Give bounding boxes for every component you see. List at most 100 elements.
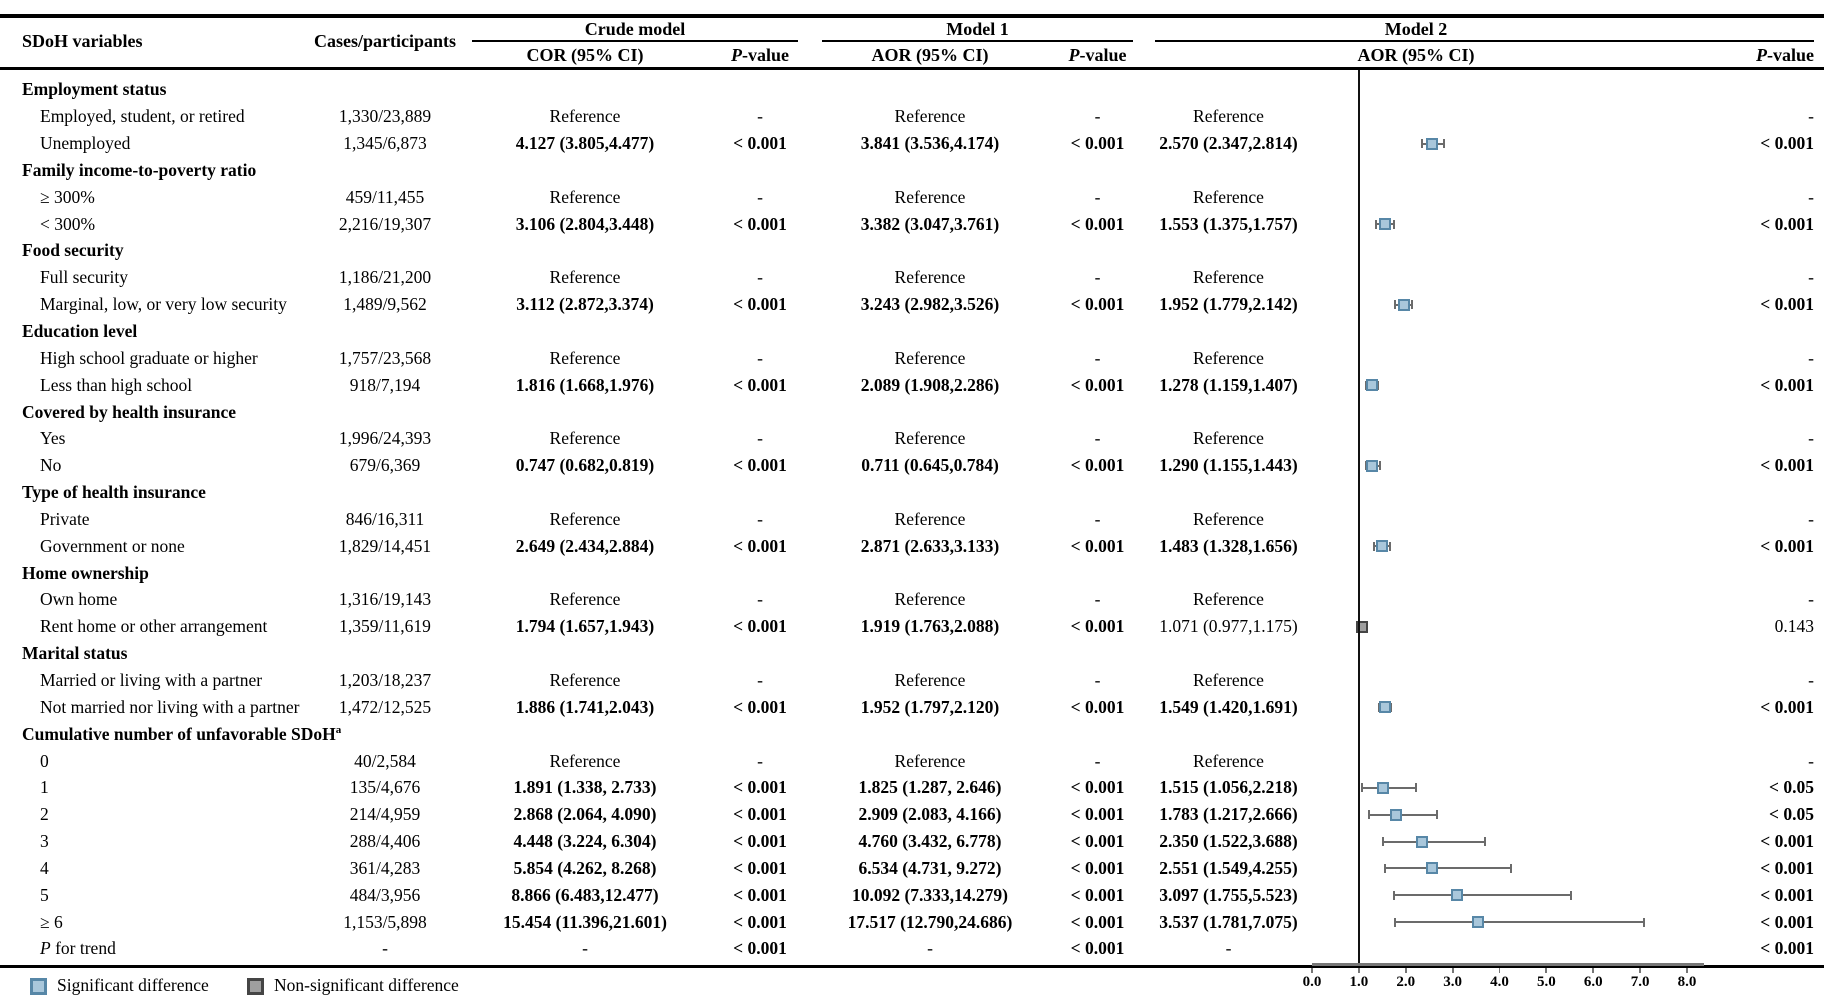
cell-aor-m1: Reference (894, 508, 966, 529)
row-label: Home ownership (22, 562, 149, 583)
ci-cap (1373, 541, 1376, 551)
cell-cases: 1,829/14,451 (338, 535, 432, 556)
cell-cases: 1,996/24,393 (338, 428, 432, 449)
cell-cor: Reference (549, 267, 621, 288)
cell-aor-m2: Reference (1193, 508, 1264, 529)
cell-cor: 4.448 (3.224, 6.304) (513, 831, 657, 852)
cell-p-m1: < 0.001 (1070, 831, 1125, 852)
forest-marker-significant (1425, 862, 1438, 875)
cell-cor: 3.106 (2.804,3.448) (515, 213, 655, 234)
cell-aor-m2: 2.570 (2.347,2.814) (1159, 133, 1298, 154)
table-row: High school graduate or higher 1,757/23,5… (0, 345, 1824, 372)
cell-p-m2: - (1808, 669, 1814, 690)
ci-whisker (1369, 813, 1437, 816)
cell-p-m1: < 0.001 (1070, 857, 1125, 878)
cell-cases: 1,345/6,873 (343, 133, 427, 154)
cell-p-crude: - (757, 589, 763, 610)
forest-plot-cell (1312, 936, 1687, 963)
cell-cor: Reference (549, 669, 621, 690)
row-label: Employed, student, or retired (40, 106, 245, 127)
cell-p-crude: < 0.001 (733, 884, 787, 905)
cell-aor-m1: 2.871 (2.633,3.133) (860, 535, 1000, 556)
row-label: Marginal, low, or very low security (40, 294, 287, 315)
cell-cases: 1,489/9,562 (343, 294, 427, 315)
ci-cap (1435, 810, 1438, 820)
cell-p-crude: < 0.001 (733, 938, 787, 959)
ci-cap (1642, 917, 1645, 927)
x-axis-tick (1686, 967, 1688, 973)
subheader-aor-model2: AOR (95% CI) (1357, 45, 1475, 65)
cell-cases: 288/4,406 (349, 831, 421, 852)
cell-p-m1: < 0.001 (1070, 455, 1125, 476)
cell-aor-m2: Reference (1193, 267, 1264, 288)
forest-plot-cell (1312, 157, 1687, 184)
cell-p-m2: 0.143 (1774, 616, 1814, 637)
cell-aor-m1: Reference (894, 589, 966, 610)
cell-p-crude: - (757, 750, 763, 771)
cell-aor-m2: Reference (1193, 186, 1264, 207)
cell-p-m2: - (1808, 186, 1814, 207)
row-label: Education level (22, 321, 138, 342)
ci-cap (1378, 461, 1381, 471)
cell-p-m1: < 0.001 (1070, 294, 1125, 315)
cell-cor: Reference (549, 186, 621, 207)
x-axis-tick (1545, 967, 1548, 973)
cell-p-crude: < 0.001 (733, 294, 787, 315)
table-row: < 300% 2,216/19,307 3.106 (2.804,3.448) < 0… (0, 211, 1824, 238)
cell-aor-m1: 4.760 (3.432, 6.778) (858, 831, 1002, 852)
forest-marker-significant (1416, 835, 1429, 848)
ci-cap (1376, 380, 1379, 390)
table-row: 5 484/3,956 8.866 (6.483,12.477) < 0.001 10.… (0, 882, 1824, 909)
subheader-p-value-crude: P-value (710, 42, 810, 66)
legend-swatch-non-significant (247, 977, 264, 995)
cell-aor-m2: 1.515 (1.056,2.218) (1159, 777, 1298, 798)
x-axis-tick (1451, 967, 1454, 973)
x-axis-tick-label: 1.0 (1349, 974, 1369, 990)
forest-marker-significant (1378, 701, 1391, 714)
subheader-p-value-model2: P-value (1687, 42, 1824, 66)
p-italic: P (1068, 45, 1080, 65)
legend-swatch-significant (30, 977, 47, 995)
header-rule (0, 66, 1824, 70)
cell-p-crude: < 0.001 (733, 804, 787, 825)
forest-plot-cell (1312, 264, 1687, 291)
row-label: Food security (22, 240, 124, 261)
row-label: 3 (40, 831, 49, 852)
row-label: < 300% (40, 213, 96, 234)
cell-p-m1: < 0.001 (1070, 133, 1125, 154)
forest-plot-cell (1312, 560, 1687, 587)
group-label-crude: Crude model (584, 19, 686, 39)
cell-p-crude: < 0.001 (733, 857, 787, 878)
forest-plot-cell (1312, 909, 1687, 936)
cell-cor: Reference (549, 347, 621, 368)
table-row: Yes 1,996/24,393 Reference - Reference - Refer… (0, 425, 1824, 452)
cell-aor-m2: Reference (1193, 669, 1264, 690)
x-axis-tick-label: 0.0 (1302, 974, 1322, 990)
cell-p-crude: < 0.001 (733, 616, 787, 637)
cell-p-crude: - (757, 347, 763, 368)
row-label: Marital status (22, 643, 128, 664)
cell-aor-m2: 3.097 (1.755,5.523) (1159, 884, 1298, 905)
x-axis-tick-label: 3.0 (1443, 974, 1462, 990)
x-axis-tick (1404, 967, 1407, 973)
ci-cap (1388, 541, 1391, 551)
table-row: Government or none 1,829/14,451 2.649 (2.4… (0, 533, 1824, 560)
cell-aor-m2: 2.350 (1.522,3.688) (1159, 831, 1298, 852)
group-underline (1155, 40, 1814, 42)
cell-aor-m1: 3.243 (2.982,3.526) (860, 294, 1000, 315)
cell-aor-m2: 2.551 (1.549,4.255) (1159, 857, 1298, 878)
group-crude-model: Crude model (460, 17, 810, 42)
cell-aor-m1: Reference (894, 267, 966, 288)
cell-aor-m2: 1.549 (1.420,1.691) (1159, 696, 1298, 717)
table-row: P for trend - - < 0.001 - < 0.001 - < 0.001 (0, 936, 1824, 963)
cell-p-crude: < 0.001 (733, 133, 787, 154)
section-row: Cumulative number of unfavorable SDoHa (0, 721, 1824, 748)
ci-cap (1375, 219, 1378, 229)
row-label: P for trend (40, 938, 116, 959)
cell-p-crude: - (757, 428, 763, 449)
forest-plot-cell (1312, 613, 1687, 640)
cell-cor: - (582, 938, 588, 959)
group-model-1: Model 1 (810, 17, 1145, 42)
row-label: Family income-to-poverty ratio (22, 159, 257, 180)
x-axis-tick (1639, 967, 1642, 973)
